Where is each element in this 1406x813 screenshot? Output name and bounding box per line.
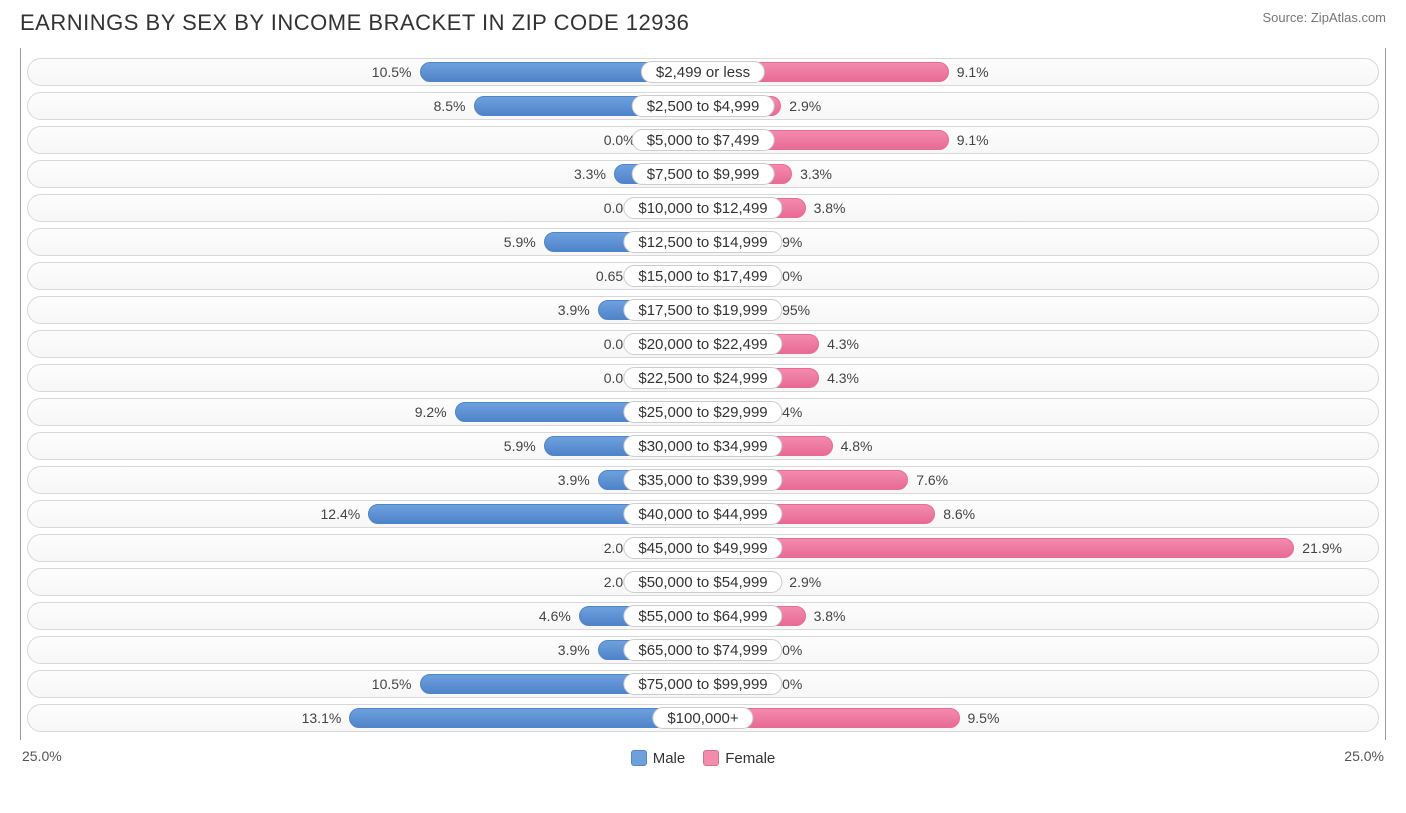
female-value-label: 2.9% xyxy=(781,569,821,595)
bar-row: 3.9%0.95%$17,500 to $19,999 xyxy=(27,296,1379,324)
female-value-label: 4.3% xyxy=(819,365,859,391)
category-pill: $55,000 to $64,999 xyxy=(623,605,782,627)
category-pill: $30,000 to $34,999 xyxy=(623,435,782,457)
male-value-label: 8.5% xyxy=(434,93,474,119)
legend: Male Female xyxy=(631,750,776,767)
bar-row: 3.9%0.0%$65,000 to $74,999 xyxy=(27,636,1379,664)
bar-row: 4.6% 3.8% $55,000 to $64,999 xyxy=(27,602,1379,630)
male-value-label: 10.5% xyxy=(372,59,420,85)
category-pill: $100,000+ xyxy=(652,707,753,729)
bar-row: 2.0%2.9%$50,000 to $54,999 xyxy=(27,568,1379,596)
female-value-label: 9.5% xyxy=(960,705,1000,731)
bar-row: 3.3% 3.3% $7,500 to $9,999 xyxy=(27,160,1379,188)
category-pill: $12,500 to $14,999 xyxy=(623,231,782,253)
category-pill: $50,000 to $54,999 xyxy=(623,571,782,593)
legend-male-swatch xyxy=(631,750,647,766)
category-pill: $17,500 to $19,999 xyxy=(623,299,782,321)
female-value-label: 4.3% xyxy=(819,331,859,357)
female-value-label: 9.1% xyxy=(949,59,989,85)
male-value-label: 12.4% xyxy=(321,501,369,527)
bar-row: 9.2%1.4%$25,000 to $29,999 xyxy=(27,398,1379,426)
female-bar xyxy=(703,538,1294,558)
female-value-label: 3.8% xyxy=(806,603,846,629)
category-pill: $10,000 to $12,499 xyxy=(623,197,782,219)
chart-plot-area: 10.5% 9.1% $2,499 or less 8.5% 2.9% $2,500 to… xyxy=(20,48,1386,740)
bar-row: 2.0%21.9%$45,000 to $49,999 xyxy=(27,534,1379,562)
bar-row: 10.5% 9.1% $2,499 or less xyxy=(27,58,1379,86)
category-pill: $22,500 to $24,999 xyxy=(623,367,782,389)
bar-row: 0.0%3.8%$10,000 to $12,499 xyxy=(27,194,1379,222)
bar-row: 12.4% 8.6% $40,000 to $44,999 xyxy=(27,500,1379,528)
female-value-label: 21.9% xyxy=(1294,535,1342,561)
male-value-label: 3.9% xyxy=(558,637,598,663)
male-value-label: 4.6% xyxy=(539,603,579,629)
category-pill: $15,000 to $17,499 xyxy=(623,265,782,287)
category-pill: $40,000 to $44,999 xyxy=(623,503,782,525)
category-pill: $5,000 to $7,499 xyxy=(632,129,775,151)
legend-female: Female xyxy=(703,750,775,767)
bar-row: 0.65%0.0%$15,000 to $17,499 xyxy=(27,262,1379,290)
category-pill: $7,500 to $9,999 xyxy=(632,163,775,185)
male-value-label: 10.5% xyxy=(372,671,420,697)
bar-row: 10.5%0.0%$75,000 to $99,999 xyxy=(27,670,1379,698)
male-bar xyxy=(349,708,703,728)
source-attribution: Source: ZipAtlas.com xyxy=(1262,10,1386,25)
legend-male-label: Male xyxy=(653,750,686,767)
legend-female-swatch xyxy=(703,750,719,766)
bar-row: 5.9%1.9%$12,500 to $14,999 xyxy=(27,228,1379,256)
bar-row: 13.1% 9.5% $100,000+ xyxy=(27,704,1379,732)
category-pill: $2,499 or less xyxy=(641,61,765,83)
category-pill: $75,000 to $99,999 xyxy=(623,673,782,695)
category-pill: $25,000 to $29,999 xyxy=(623,401,782,423)
category-pill: $20,000 to $22,499 xyxy=(623,333,782,355)
female-value-label: 3.3% xyxy=(792,161,832,187)
female-value-label: 2.9% xyxy=(781,93,821,119)
male-value-label: 13.1% xyxy=(302,705,350,731)
axis-max-right: 25.0% xyxy=(1344,748,1384,764)
category-pill: $45,000 to $49,999 xyxy=(623,537,782,559)
bar-row: 0.0%9.1%$5,000 to $7,499 xyxy=(27,126,1379,154)
header: EARNINGS BY SEX BY INCOME BRACKET IN ZIP… xyxy=(0,0,1406,44)
male-value-label: 5.9% xyxy=(504,433,544,459)
female-value-label: 7.6% xyxy=(908,467,948,493)
legend-female-label: Female xyxy=(725,750,775,767)
legend-male: Male xyxy=(631,750,686,767)
category-pill: $35,000 to $39,999 xyxy=(623,469,782,491)
bar-row: 8.5% 2.9% $2,500 to $4,999 xyxy=(27,92,1379,120)
chart-title: EARNINGS BY SEX BY INCOME BRACKET IN ZIP… xyxy=(20,10,689,36)
male-value-label: 3.3% xyxy=(574,161,614,187)
axis-max-left: 25.0% xyxy=(22,748,62,764)
male-value-label: 3.9% xyxy=(558,297,598,323)
female-value-label: 3.8% xyxy=(806,195,846,221)
category-pill: $65,000 to $74,999 xyxy=(623,639,782,661)
male-value-label: 9.2% xyxy=(415,399,455,425)
female-value-label: 4.8% xyxy=(833,433,873,459)
bar-row: 0.0%4.3%$22,500 to $24,999 xyxy=(27,364,1379,392)
bar-row: 5.9% 4.8% $30,000 to $34,999 xyxy=(27,432,1379,460)
male-value-label: 3.9% xyxy=(558,467,598,493)
bar-row: 3.9% 7.6% $35,000 to $39,999 xyxy=(27,466,1379,494)
category-pill: $2,500 to $4,999 xyxy=(632,95,775,117)
chart-footer: 25.0% Male Female 25.0% xyxy=(20,746,1386,770)
female-value-label: 8.6% xyxy=(935,501,975,527)
female-value-label: 9.1% xyxy=(949,127,989,153)
bar-row: 0.0%4.3%$20,000 to $22,499 xyxy=(27,330,1379,358)
male-value-label: 5.9% xyxy=(504,229,544,255)
